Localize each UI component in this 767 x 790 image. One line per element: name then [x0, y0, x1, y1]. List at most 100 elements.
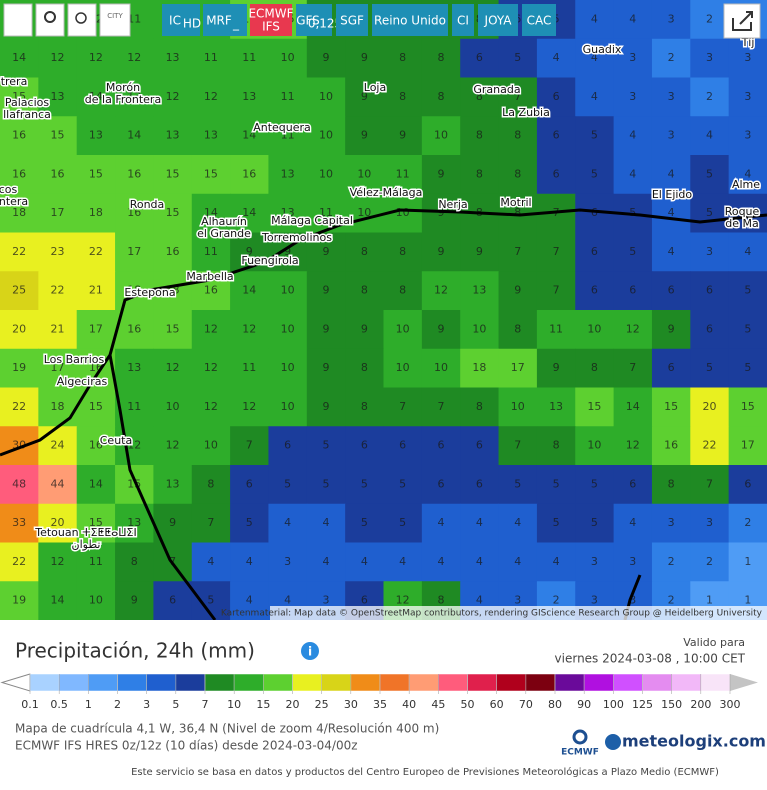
grid-cell [651, 116, 691, 156]
cell-value: 8 [591, 361, 598, 374]
model-button[interactable] [296, 4, 332, 36]
grid-cell [421, 348, 461, 388]
model-button[interactable] [250, 4, 292, 36]
cell-value: 12 [166, 90, 180, 103]
cell-value: 9 [322, 51, 329, 64]
place-label: Motril [500, 196, 531, 209]
grid-cell [728, 232, 767, 272]
place-label: Granada [473, 83, 520, 96]
cell-value: 4 [476, 555, 483, 568]
grid-cell [345, 38, 384, 78]
grid-cell [728, 193, 767, 233]
cell-value: 6 [476, 439, 483, 452]
cell-value: 11 [204, 51, 218, 64]
cell-value: 10 [281, 361, 295, 374]
grid-cell [0, 232, 39, 272]
grid-cell [76, 38, 116, 78]
icon-button[interactable] [3, 3, 33, 37]
cell-value: 18 [472, 361, 486, 374]
info-i: i [308, 645, 312, 659]
cell-value: 10 [166, 400, 180, 413]
grid-cell [345, 116, 384, 156]
cell-value: 3 [706, 51, 713, 64]
cell-value: 9 [322, 322, 329, 335]
model-button[interactable] [336, 4, 368, 36]
cell-value: 16 [12, 129, 26, 142]
city-button[interactable] [99, 3, 131, 37]
location-button[interactable] [35, 3, 65, 37]
grid-cell [575, 77, 615, 117]
cell-value: 7 [514, 439, 521, 452]
cell-value: 17 [89, 322, 103, 335]
legend-tick-label: 2 [114, 698, 121, 711]
cell-value: 8 [361, 361, 368, 374]
cell-value: 5 [207, 594, 214, 607]
grid-cell [0, 542, 39, 582]
grid-cell [613, 348, 653, 388]
grid-cell [690, 426, 730, 466]
cell-value: 22 [12, 555, 26, 568]
grid-cell [268, 348, 308, 388]
model-button[interactable] [522, 4, 556, 36]
grid-cell [115, 232, 154, 272]
legend-tick-label: 0.1 [21, 698, 39, 711]
cell-value: 16 [664, 439, 678, 452]
cell-value: 6 [438, 477, 445, 490]
info-icon[interactable] [301, 642, 319, 660]
place-label: Estepona [124, 286, 175, 299]
cell-value: 10 [281, 322, 295, 335]
cell-value: 7 [514, 90, 521, 103]
grid-cell [0, 426, 39, 466]
model-button[interactable] [452, 4, 474, 36]
legend-tick-label: 90 [577, 698, 591, 711]
model-button[interactable] [203, 4, 247, 36]
cell-value: 10 [319, 90, 333, 103]
grid-cell [191, 542, 231, 582]
cell-value: 14 [127, 129, 141, 142]
footer-bg [0, 620, 767, 786]
grid-cell [651, 310, 691, 350]
grid-cell [728, 465, 767, 505]
cell-value: 10 [281, 51, 295, 64]
grid-cell [575, 465, 615, 505]
cell-value: 12 [204, 361, 218, 374]
cell-value: 4 [591, 90, 598, 103]
grid-cell [0, 77, 39, 117]
cell-value: 11 [319, 206, 333, 219]
grid-cell [613, 387, 653, 427]
grid-cell [460, 503, 500, 543]
cell-value: 15 [587, 400, 601, 413]
grid-cell [38, 155, 78, 195]
cell-value: 12 [204, 90, 218, 103]
cell-value: 10 [472, 322, 486, 335]
grid-cell [268, 310, 308, 350]
grid-cell [460, 465, 500, 505]
grid-cell [115, 348, 154, 388]
grid-cell [536, 77, 576, 117]
grid-cell [191, 77, 231, 117]
grid-cell [76, 116, 116, 156]
model-button[interactable] [478, 4, 518, 36]
grid-cell [383, 503, 423, 543]
grid-cell [498, 155, 538, 195]
cell-value: 11 [127, 12, 141, 25]
cell-value: 3 [706, 245, 713, 258]
grid-cell [115, 116, 154, 156]
legend-tick-label: 125 [632, 698, 653, 711]
grid-cell [0, 310, 39, 350]
grid-cell [536, 426, 576, 466]
model-button[interactable] [372, 4, 448, 36]
zoom-button[interactable] [67, 3, 97, 37]
cell-value: 4 [246, 594, 253, 607]
grid-cell [728, 77, 767, 117]
grid-cell [191, 193, 231, 233]
grid-cell [383, 155, 423, 195]
grid-cell [191, 348, 231, 388]
legend-tick-label: 40 [402, 698, 416, 711]
place-label: Palacios [5, 96, 50, 109]
model-button[interactable] [162, 4, 200, 36]
grid-cell [613, 155, 653, 195]
place-label: Marbella [186, 270, 233, 283]
grid-cell [38, 193, 78, 233]
cell-value: 10 [281, 400, 295, 413]
